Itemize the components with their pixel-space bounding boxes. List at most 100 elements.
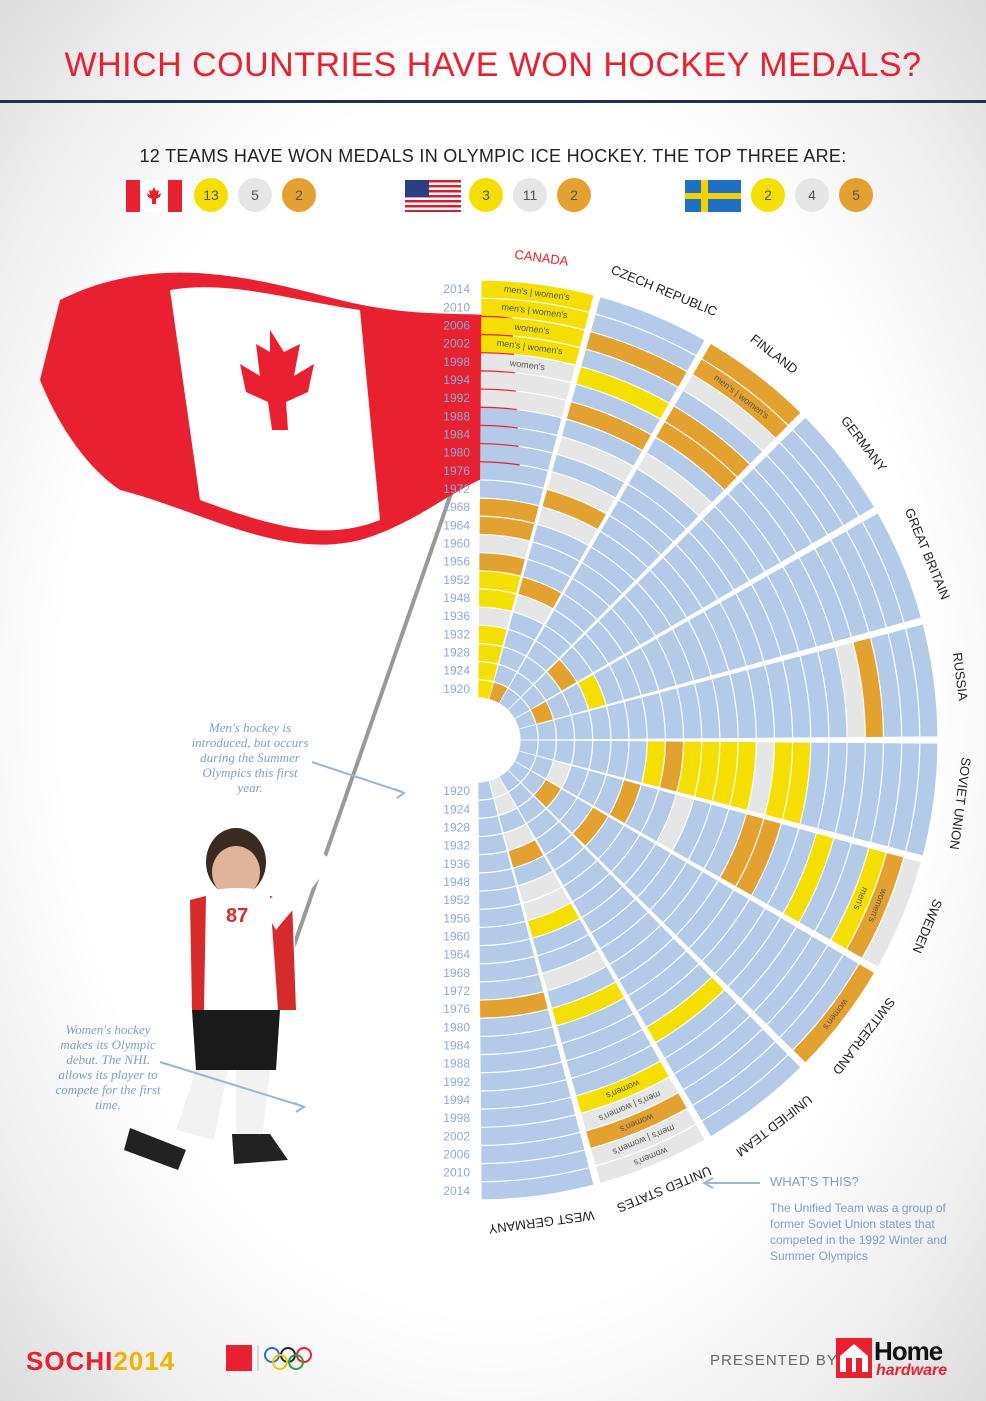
- medal-cell-switzerland-2010: [780, 955, 859, 1050]
- medal-cell-switzerland-1980: [676, 881, 734, 948]
- medal-cell-unified-team-1964: [582, 886, 635, 933]
- medal-cell-finland-1988: [637, 453, 712, 516]
- year-label-up-1988: 1988: [443, 409, 470, 423]
- page-title: WHICH COUNTRIES HAVE WON HOCKEY MEDALS?: [64, 46, 922, 84]
- year-label-down-1952: 1952: [443, 893, 470, 907]
- medal-cell-unified-team-1936: [536, 822, 571, 855]
- year-label-up-1932: 1932: [443, 627, 470, 641]
- medal-cell-finland-2002: [674, 390, 763, 464]
- medal-cell-unified-team-1976: [610, 925, 673, 980]
- medal-cell-finland-1928: [518, 657, 546, 684]
- medal-cell-west-germany-1984: [480, 1027, 557, 1054]
- medal-cell-germany-1988: [702, 506, 765, 581]
- medal-cell-unified-team-1968: [591, 899, 648, 949]
- year-label-down-2006: 2006: [443, 1148, 470, 1162]
- year-label-down-1960: 1960: [443, 929, 470, 943]
- medal-cell-canada-2002: [481, 335, 580, 365]
- medal-note-canada-2006: women's: [513, 322, 551, 337]
- year-label-down-2010: 2010: [443, 1166, 470, 1180]
- medal-cell-sweden-1992: [768, 828, 816, 913]
- medal-cell-switzerland-1936: [560, 798, 593, 833]
- medal-cell-finland-1992: [646, 437, 724, 503]
- medal-cell-germany-2014: [793, 417, 875, 516]
- year-label-down-1920: 1920: [443, 784, 470, 798]
- medal-cell-switzerland-1928: [534, 780, 561, 808]
- medal-cell-finland-1980: [619, 484, 686, 542]
- medal-cell-west-germany-1960: [479, 921, 530, 945]
- year-label-down-1994: 1994: [443, 1093, 470, 1107]
- medal-cell-czech-republic-1994: [571, 384, 660, 435]
- medal-cell-finland-2010: [693, 359, 788, 438]
- medal-cell-sweden-1968: [673, 799, 711, 860]
- medal-cell-russia-1924: [536, 720, 556, 740]
- canada-bronze-count: 2: [282, 178, 316, 212]
- presented-by-label: PRESENTED BY: [710, 1352, 838, 1369]
- medal-cell-united-states-1968: [537, 935, 598, 973]
- usa-flag-icon: [405, 180, 461, 212]
- medal-cell-germany-1964: [624, 583, 671, 636]
- country-label-finland: FINLAND: [748, 331, 801, 377]
- medal-cell-russia-1960: [659, 688, 683, 739]
- medal-cell-germany-1968: [637, 570, 687, 627]
- year-label-up-1956: 1956: [443, 555, 470, 569]
- medal-cell-germany-1998: [741, 468, 812, 553]
- medal-cell-sweden-1998: [799, 838, 851, 931]
- medal-cell-russia-1920: [519, 725, 538, 740]
- medal-cell-unified-team-1984: [628, 951, 699, 1011]
- year-label-up-1980: 1980: [443, 446, 470, 460]
- medal-cell-unified-team-1980: [619, 938, 686, 996]
- medal-cell-finland-1972: [600, 516, 661, 568]
- medal-cell-soviet-union-1998: [835, 742, 865, 838]
- medal-cell-unified-team-1960: [573, 873, 622, 917]
- medal-cell-sweden-1932: [562, 765, 588, 797]
- medal-cell-switzerland-2006: [767, 945, 843, 1037]
- medal-cell-switzerland-2014: [793, 964, 875, 1063]
- medal-cell-finland-1920: [499, 688, 520, 710]
- medal-cell-canada-1936: [478, 607, 512, 629]
- usa-silver-count: 11: [513, 178, 547, 212]
- medal-cell-russia-1994: [818, 647, 847, 738]
- medal-cell-sweden-1948: [594, 775, 624, 815]
- olympic-rings-icon: [226, 1345, 312, 1371]
- year-label-down-1992: 1992: [443, 1075, 470, 1089]
- medal-cell-czech-republic-1980: [552, 454, 624, 498]
- year-label-up-1972: 1972: [443, 482, 470, 496]
- medal-cell-canada-1998: [480, 353, 576, 383]
- medal-cell-germany-1960: [611, 596, 655, 645]
- medal-cell-sweden-1980: [720, 814, 764, 886]
- year-label-up-1936: 1936: [443, 609, 470, 623]
- medal-cell-west-germany-1976: [480, 992, 548, 1018]
- medal-cell-switzerland-1952: [586, 816, 624, 859]
- medal-cell-canada-1980: [480, 444, 553, 471]
- medal-cell-unified-team-1932: [527, 809, 559, 839]
- medal-cell-great-britain-2010: [847, 522, 904, 627]
- medal-cell-czech-republic-1952: [518, 577, 562, 609]
- medal-cell-russia-1980: [747, 665, 774, 738]
- womens-arrow-head: [293, 1102, 307, 1113]
- year-label-up-1920: 1920: [443, 682, 470, 696]
- year-label-up-1960: 1960: [443, 537, 470, 551]
- medal-cell-germany-1932: [547, 659, 577, 691]
- medal-cell-canada-1984: [480, 426, 557, 453]
- sochi-year: 2014: [113, 1346, 176, 1376]
- medal-cell-finland-1968: [591, 531, 648, 581]
- medal-cell-west-germany-1998: [480, 1097, 576, 1127]
- medal-cell-switzerland-2002: [754, 936, 828, 1025]
- medal-cell-germany-1980: [676, 532, 734, 599]
- medal-cell-canada-1968: [479, 498, 539, 523]
- medal-cell-soviet-union-1920: [519, 740, 538, 755]
- year-label-down-1980: 1980: [443, 1020, 470, 1034]
- medal-cell-switzerland-1976: [663, 872, 718, 935]
- medal-cell-united-states-1948: [513, 856, 553, 886]
- medal-cell-west-germany-2014: [481, 1168, 594, 1200]
- medal-cell-czech-republic-2014: [595, 297, 705, 356]
- medal-cell-west-germany-2010: [481, 1150, 589, 1182]
- medal-cell-czech-republic-1932: [503, 630, 535, 656]
- medal-cell-soviet-union-1960: [659, 741, 683, 792]
- medal-cell-soviet-union-1948: [607, 741, 629, 778]
- year-label-down-1932: 1932: [443, 839, 470, 853]
- medal-cell-finland-2006: [683, 375, 775, 451]
- medal-cell-russia-1968: [695, 679, 720, 739]
- year-label-down-1936: 1936: [443, 857, 470, 871]
- year-label-up-1964: 1964: [443, 518, 470, 532]
